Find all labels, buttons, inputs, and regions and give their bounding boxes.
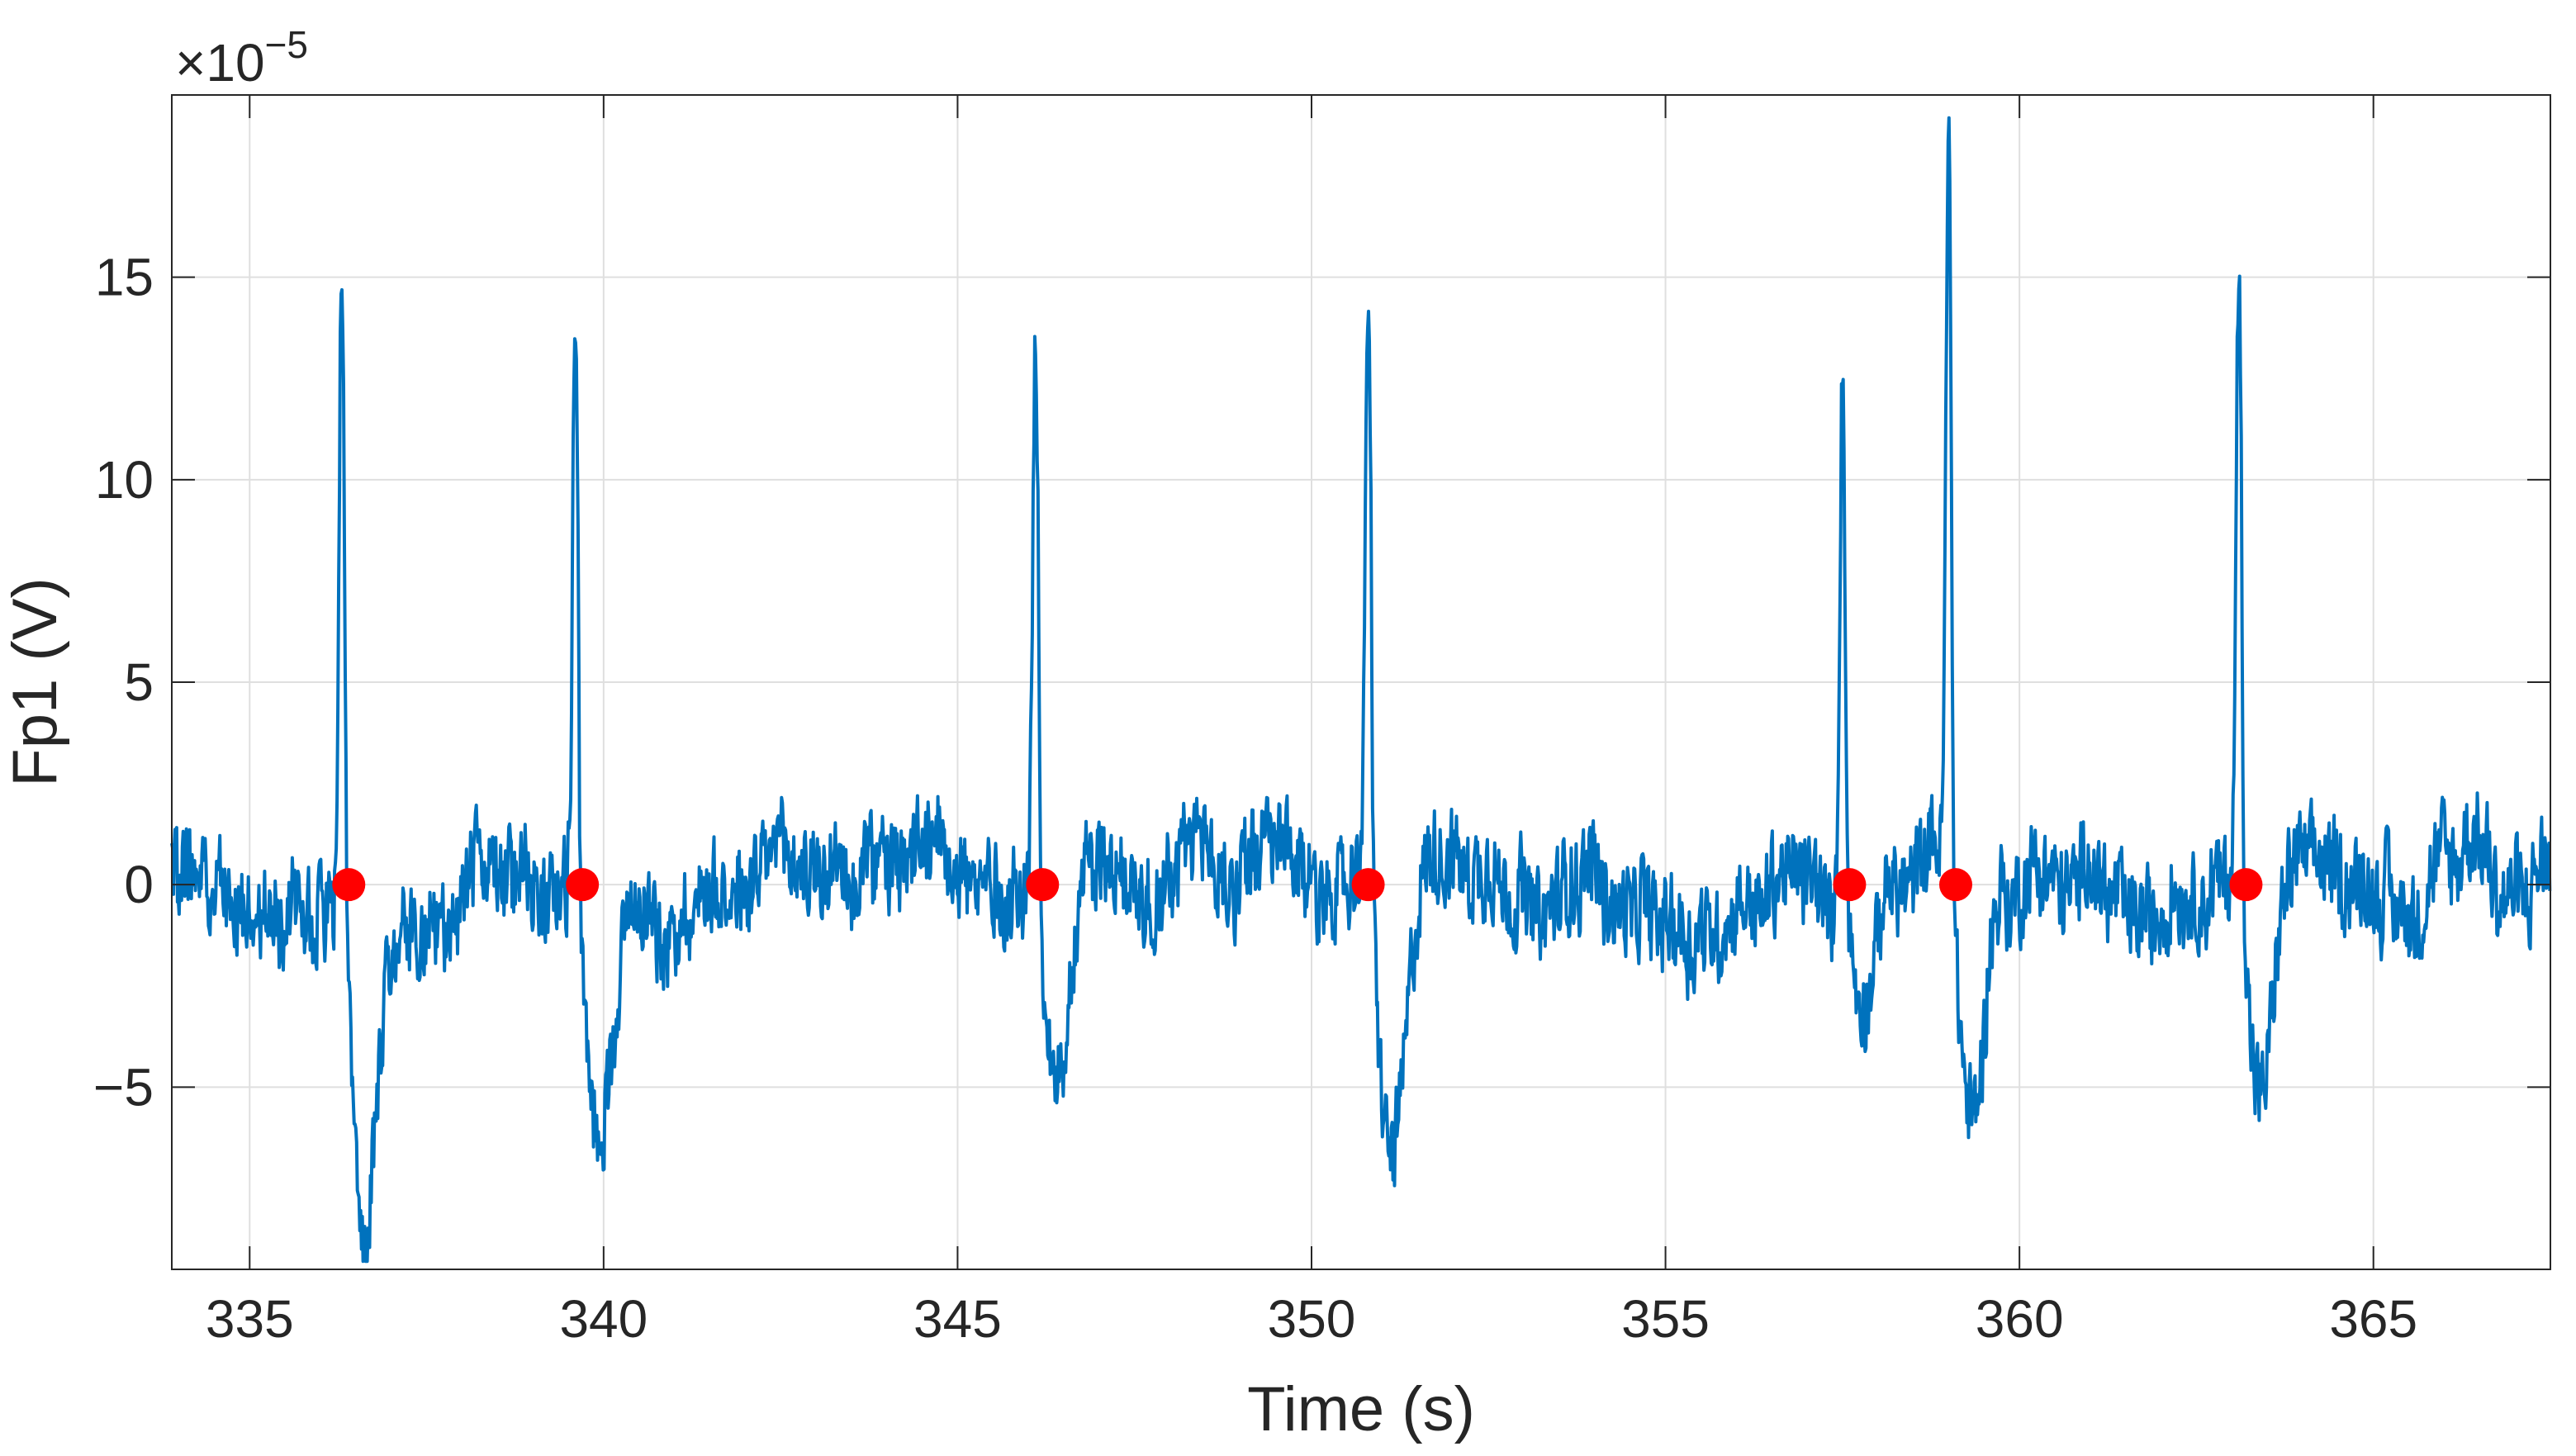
y-exponent-base: ×10 bbox=[175, 33, 265, 92]
x-tick-label: 335 bbox=[206, 1289, 294, 1349]
y-exponent-power: −5 bbox=[265, 23, 308, 66]
event-marker bbox=[1939, 868, 1972, 902]
y-axis-label: Fp1 (V) bbox=[0, 577, 70, 786]
event-marker bbox=[332, 868, 366, 902]
event-marker bbox=[1351, 868, 1385, 902]
y-axis-ticks: −5 0 5 10 15 bbox=[93, 248, 2550, 1117]
event-marker bbox=[1833, 868, 1867, 902]
event-marker bbox=[566, 868, 600, 902]
x-tick-label: 345 bbox=[913, 1289, 1002, 1349]
event-marker bbox=[1026, 868, 1060, 902]
x-tick-label: 350 bbox=[1268, 1289, 1356, 1349]
x-tick-label: 355 bbox=[1621, 1289, 1710, 1349]
y-tick-label: 10 bbox=[95, 450, 154, 510]
y-tick-label: 5 bbox=[124, 652, 154, 712]
x-axis-label: Time (s) bbox=[1247, 1374, 1475, 1444]
x-tick-label: 340 bbox=[559, 1289, 648, 1349]
event-marker bbox=[2229, 868, 2263, 902]
event-markers bbox=[332, 868, 2263, 902]
x-axis-ticks: 335 340 345 350 355 360 365 bbox=[206, 95, 2417, 1349]
x-tick-label: 365 bbox=[2329, 1289, 2417, 1349]
signal-trace bbox=[170, 116, 2552, 1264]
y-tick-label: 15 bbox=[95, 248, 154, 307]
y-tick-label: 0 bbox=[124, 855, 154, 914]
y-exponent-label: ×10−5 bbox=[175, 23, 308, 92]
fp1-signal-line bbox=[170, 116, 2552, 1264]
y-tick-label: −5 bbox=[93, 1057, 154, 1117]
x-tick-label: 360 bbox=[1976, 1289, 2064, 1349]
